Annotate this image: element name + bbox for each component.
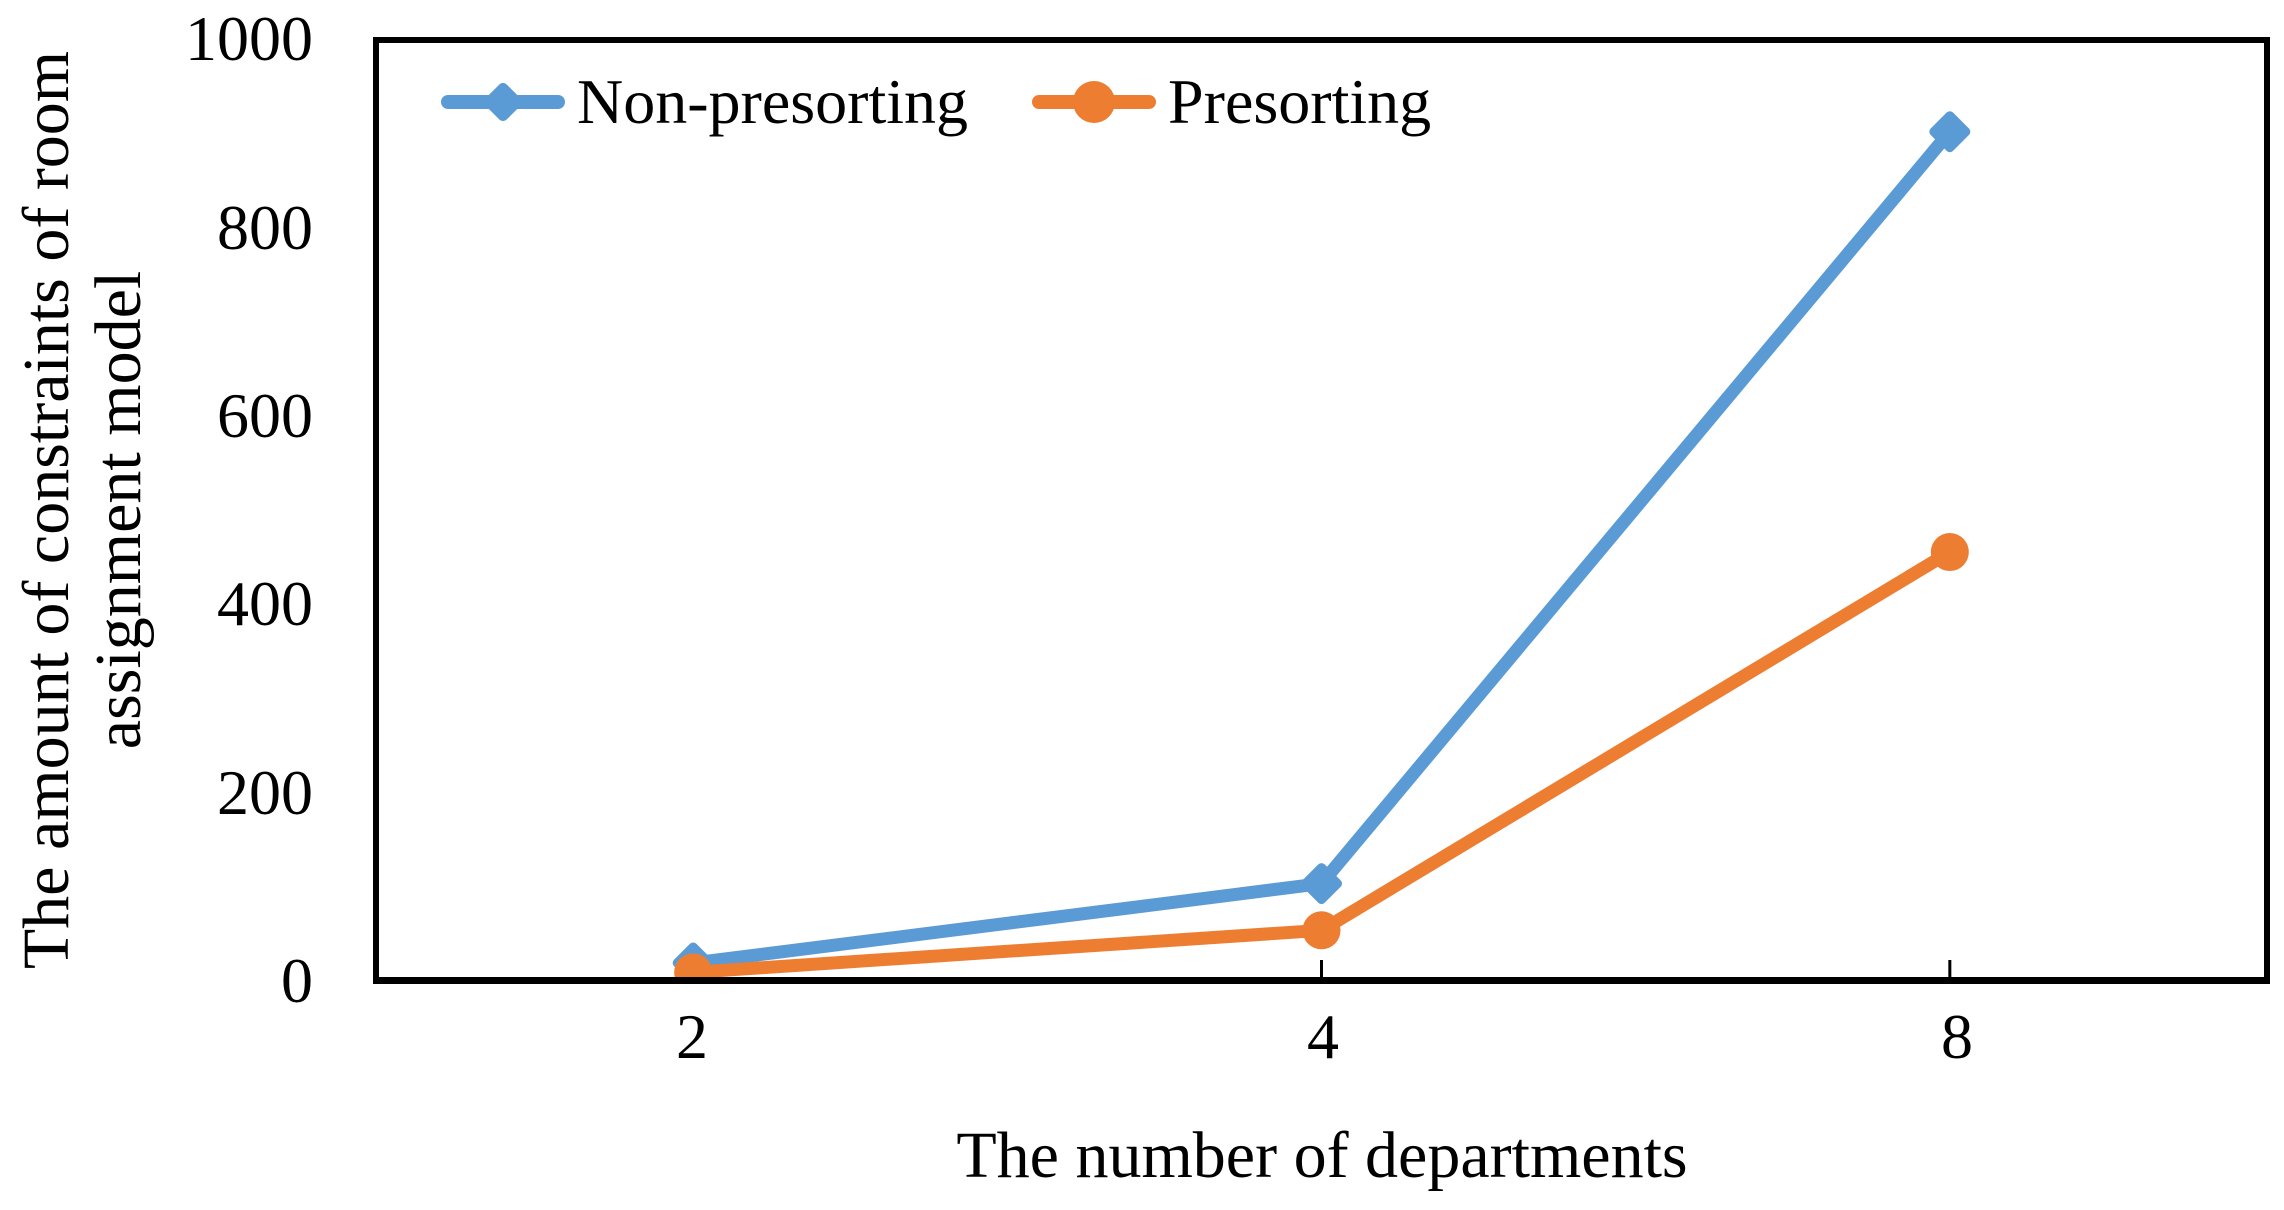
x-tick-label-8: 8 bbox=[1941, 1001, 1973, 1072]
legend-label: Presorting bbox=[1168, 66, 1432, 137]
y-axis-title-line1: The amount of constraints of room bbox=[10, 50, 83, 970]
plot-area: Non-presorting Presorting bbox=[373, 37, 2270, 984]
x-tick-label-2: 2 bbox=[676, 1001, 708, 1072]
legend-label: Non-presorting bbox=[577, 66, 969, 137]
legend-item-presorting: Presorting bbox=[1032, 67, 1431, 137]
x-axis-tick-mark bbox=[1948, 960, 1952, 977]
x-axis-tick-mark bbox=[1320, 960, 1323, 977]
y-axis-title: The amount of constraints of room assign… bbox=[10, 30, 161, 990]
y-tick-label-200: 200 bbox=[217, 757, 313, 828]
series-plot bbox=[672, 111, 1971, 977]
y-axis-title-line2: assignment model bbox=[82, 270, 155, 750]
legend-item-non-presorting: Non-presorting bbox=[441, 67, 968, 137]
data-point-diamond-non-presorting bbox=[1301, 863, 1342, 905]
data-point-circle-presorting bbox=[674, 953, 713, 977]
y-tick-label-400: 400 bbox=[217, 568, 313, 639]
line-diamond-marker-icon bbox=[441, 79, 565, 125]
series-line-presorting bbox=[686, 545, 1957, 977]
y-tick-label-1000: 1000 bbox=[185, 3, 313, 74]
y-tick-label-600: 600 bbox=[217, 380, 313, 451]
x-tick-label-4: 4 bbox=[1307, 1001, 1339, 1072]
legend: Non-presorting Presorting bbox=[441, 67, 1431, 137]
data-point-circle-presorting bbox=[1302, 911, 1341, 950]
series-line-non-presorting bbox=[686, 125, 1957, 970]
line-circle-marker-icon bbox=[1032, 79, 1157, 125]
y-tick-label-800: 800 bbox=[217, 192, 313, 263]
data-point-diamond-non-presorting bbox=[1929, 111, 1971, 153]
x-axis-title: The number of departments bbox=[956, 1119, 1688, 1192]
y-tick-label-0: 0 bbox=[281, 945, 313, 1016]
data-point-circle-presorting bbox=[1930, 533, 1969, 572]
